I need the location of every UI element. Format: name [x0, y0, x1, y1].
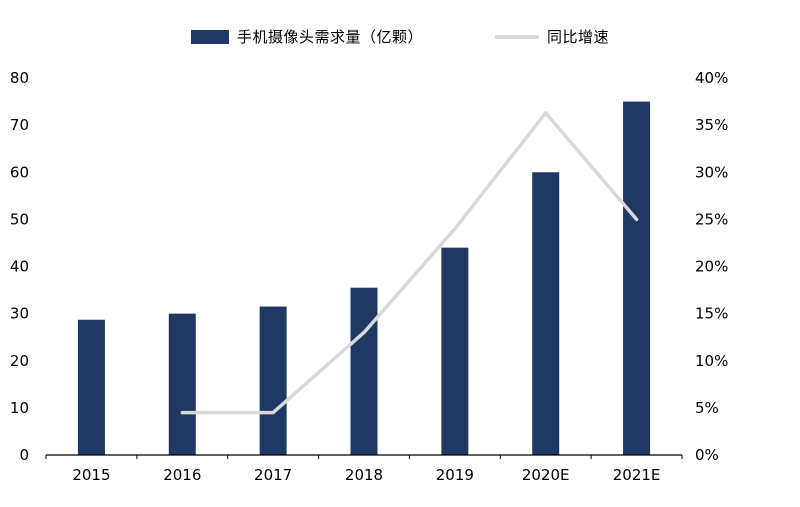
right-axis-tick-label: 40% — [695, 69, 728, 87]
legend-item-growth: 同比增速 — [495, 26, 609, 47]
line-series-swatch — [495, 34, 539, 39]
growth-line — [180, 111, 639, 415]
bar-2019 — [441, 247, 469, 455]
bar-series-label: 手机摄像头需求量（亿颗） — [236, 28, 423, 46]
left-axis-tick-label: 60 — [10, 163, 29, 181]
line-series-label: 同比增速 — [547, 28, 610, 46]
bar-2018 — [350, 287, 378, 455]
x-axis-category-label: 2018 — [345, 466, 383, 484]
right-axis-tick-label: 0% — [695, 446, 719, 464]
bar-2016 — [168, 313, 196, 455]
left-axis-tick-label: 20 — [10, 352, 29, 370]
left-axis-tick-label: 10 — [10, 399, 29, 417]
x-axis-category-label: 2021E — [613, 466, 661, 484]
bar-series-swatch — [190, 29, 229, 44]
x-axis-category-label: 2019 — [436, 466, 474, 484]
right-axis-tick-label: 10% — [695, 352, 728, 370]
bar-2020E — [532, 172, 560, 455]
left-axis-tick-label: 70 — [10, 116, 29, 134]
right-axis-tick-label: 15% — [695, 305, 728, 323]
right-axis-tick-label: 20% — [695, 258, 728, 276]
right-axis-tick-label: 25% — [695, 210, 728, 228]
left-axis-tick-label: 0 — [19, 446, 29, 464]
right-axis-tick-label: 35% — [695, 116, 728, 134]
right-axis-tick-label: 30% — [695, 163, 728, 181]
bar-2021E — [623, 101, 651, 455]
x-axis-category-label: 2016 — [163, 466, 201, 484]
legend: 手机摄像头需求量（亿颗） 同比增速 — [0, 26, 800, 47]
left-axis-tick-label: 40 — [10, 258, 29, 276]
bar-2015 — [77, 319, 105, 455]
x-axis-category-label: 2017 — [254, 466, 292, 484]
right-axis-tick-label: 5% — [695, 399, 719, 417]
x-axis-category-label: 2020E — [522, 466, 570, 484]
bar-2017 — [259, 306, 287, 455]
legend-item-demand: 手机摄像头需求量（亿颗） — [190, 26, 423, 47]
left-axis-tick-label: 50 — [10, 210, 29, 228]
left-axis-tick-label: 30 — [10, 305, 29, 323]
x-axis-category-label: 2015 — [72, 466, 110, 484]
left-axis-tick-label: 80 — [10, 69, 29, 87]
